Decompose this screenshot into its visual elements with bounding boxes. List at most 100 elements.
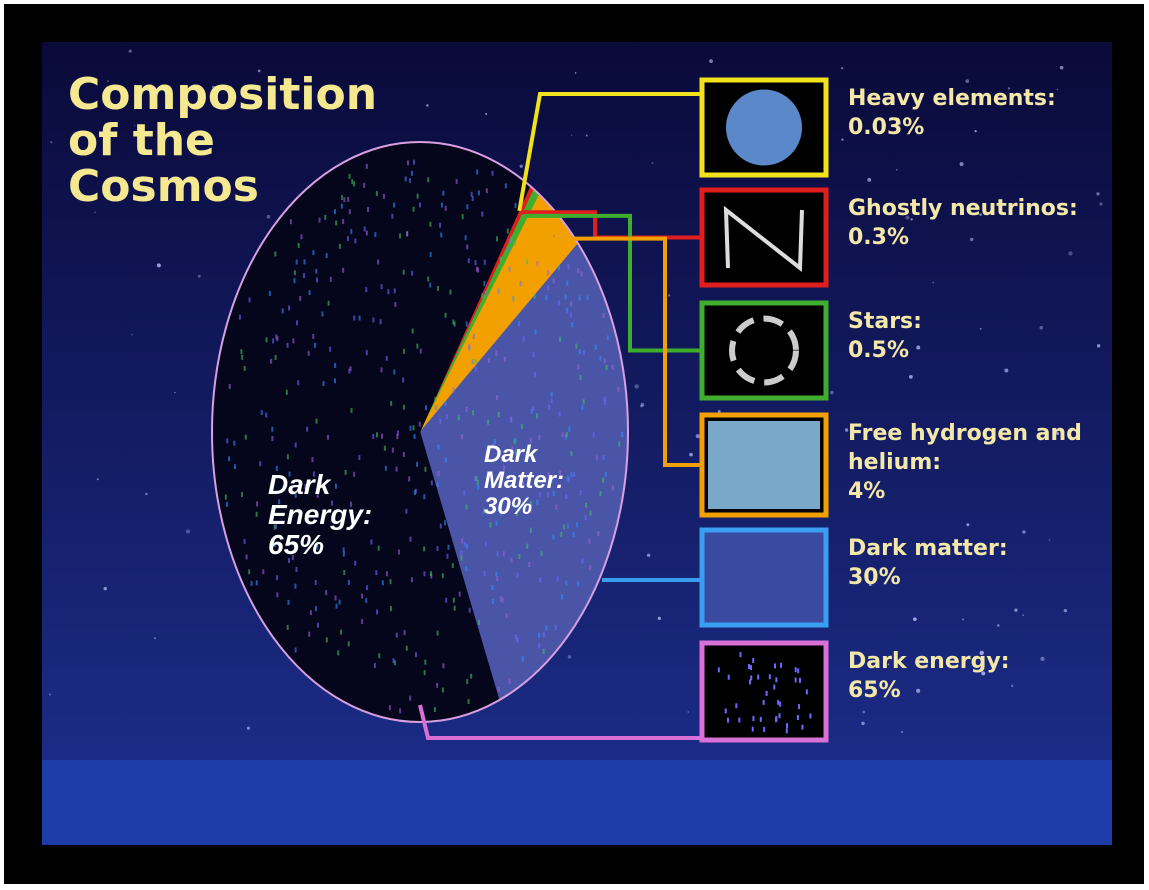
texture-dot: [396, 430, 399, 436]
star: [717, 409, 721, 413]
star: [981, 671, 986, 676]
texture-dot: [241, 492, 244, 498]
star: [640, 402, 645, 407]
texture-dot: [585, 502, 588, 508]
star: [979, 650, 984, 656]
texture-dot: [497, 411, 500, 417]
texture-dot: [424, 659, 427, 665]
texture-dot: [276, 575, 279, 581]
texture-dot: [274, 354, 277, 360]
texture-dot: [387, 289, 390, 295]
texture-dot: [563, 524, 566, 530]
texture-dot: [377, 259, 380, 265]
texture-dot: [405, 508, 408, 514]
texture-dot: [316, 622, 319, 628]
texture-dot: [444, 457, 447, 463]
texture-dot: [402, 348, 405, 354]
texture-dot: [358, 455, 361, 461]
texture-dot: [588, 538, 591, 544]
star: [974, 130, 977, 133]
texture-dot: [274, 251, 277, 257]
texture-dot: [391, 213, 394, 219]
texture-dot: [503, 356, 506, 362]
value-label: 0.03%: [848, 115, 925, 140]
texture-dot: [308, 290, 311, 296]
texture-dot: [481, 293, 484, 299]
texture-dot: [611, 485, 614, 491]
texture-dot: [260, 410, 263, 416]
texture-dot: [439, 418, 442, 424]
texture-dot: [385, 571, 388, 577]
texture-dot: [325, 590, 328, 596]
texture-dot: [233, 440, 236, 446]
texture-dot: [423, 546, 426, 552]
texture-dot: [241, 354, 244, 360]
texture-dot: [573, 471, 576, 477]
texture-dot: [393, 660, 396, 666]
star: [962, 618, 964, 621]
texture-dot: [316, 541, 319, 547]
texture-dot: [396, 434, 399, 440]
texture-dot: [361, 618, 364, 624]
texture-dot: [545, 295, 548, 301]
texture-dot: [278, 499, 281, 505]
texture-dot: [380, 367, 383, 373]
texture-dot: [496, 395, 499, 401]
texture-dot: [276, 592, 279, 598]
texture-dot: [495, 520, 498, 526]
texture-dot: [477, 190, 480, 196]
texture-dot: [304, 484, 307, 490]
texture-dot: [324, 214, 327, 220]
texture-dot: [402, 451, 405, 457]
texture-dot: [309, 610, 312, 616]
texture-dot: [493, 439, 496, 445]
texture-dot: [414, 652, 417, 658]
texture-dot: [444, 205, 447, 211]
texture-dot: [375, 570, 378, 576]
texture-dot: [517, 506, 520, 512]
texture-dot: [416, 343, 419, 349]
texture-dot: [354, 560, 357, 566]
texture-dot: [348, 209, 351, 215]
texture-dot: [311, 457, 314, 463]
texture-dot: [329, 346, 332, 352]
texture-dot: [592, 432, 595, 438]
star: [984, 439, 987, 443]
texture-dot: [497, 506, 500, 512]
value-label: 0.5%: [848, 338, 910, 363]
texture-dot: [763, 726, 766, 732]
texture-dot: [481, 211, 484, 217]
texture-dot: [363, 226, 366, 232]
texture-dot: [441, 573, 444, 579]
texture-dot: [516, 637, 519, 643]
star: [131, 333, 133, 336]
texture-dot: [508, 678, 511, 684]
texture-dot: [406, 231, 409, 237]
star: [266, 214, 271, 219]
texture-dot: [514, 240, 517, 246]
texture-dot: [586, 295, 589, 301]
legend-name: Dark energy:: [848, 649, 1010, 674]
texture-dot: [558, 411, 561, 417]
star: [862, 710, 866, 714]
texture-dot: [405, 645, 408, 651]
texture-dot: [275, 465, 278, 471]
texture-dot: [510, 417, 513, 423]
texture-dot: [495, 236, 498, 242]
texture-dot: [565, 494, 568, 500]
texture-dot: [299, 295, 302, 301]
texture-dot: [409, 536, 412, 542]
texture-dot: [597, 531, 600, 537]
texture-dot: [391, 447, 394, 453]
star: [1099, 202, 1103, 206]
texture-dot: [424, 466, 427, 472]
texture-dot: [429, 252, 432, 258]
texture-dot: [316, 492, 319, 498]
texture-dot: [530, 408, 533, 414]
texture-dot: [794, 677, 797, 683]
texture-dot: [353, 315, 356, 321]
texture-dot: [602, 454, 605, 460]
texture-dot: [275, 524, 278, 530]
texture-dot: [302, 273, 305, 279]
